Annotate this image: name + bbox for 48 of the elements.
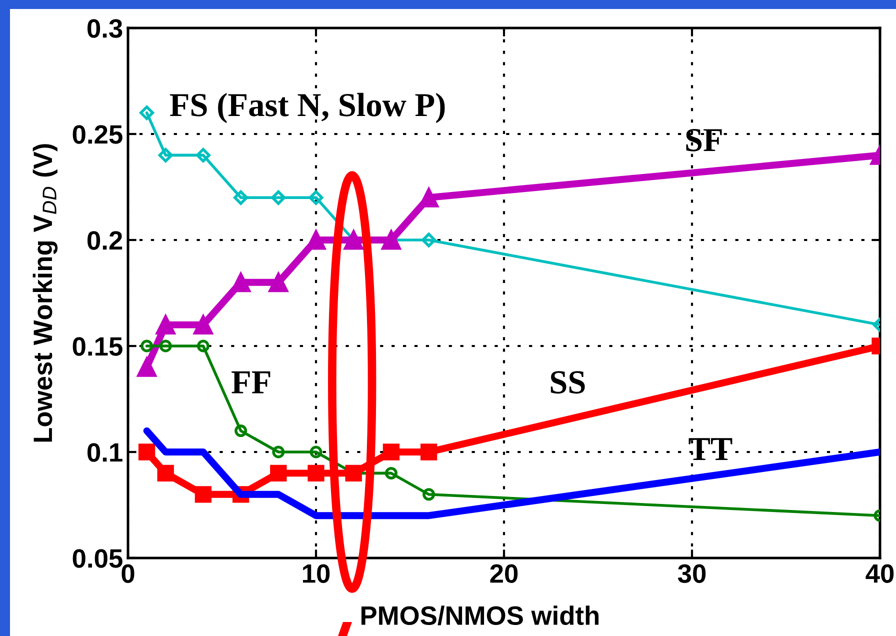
point	[157, 464, 174, 482]
point	[234, 424, 248, 438]
series-label: SF	[686, 128, 722, 152]
y-axis-title: Lowest Working V$_{DD}$ (V)	[32, 144, 58, 442]
point	[140, 106, 154, 120]
y-tick-label: 0.1	[88, 443, 122, 462]
point	[382, 444, 400, 460]
x-tick-label: 10	[302, 564, 330, 583]
series-label: FF	[232, 371, 270, 394]
point	[308, 190, 324, 205]
point	[231, 272, 251, 292]
point	[419, 188, 439, 208]
point	[158, 148, 173, 162]
y-tick-label: 0.3	[88, 19, 122, 38]
point	[159, 340, 172, 352]
y-tick-label: 0.05	[72, 549, 122, 568]
point	[422, 232, 436, 248]
point	[420, 444, 438, 460]
x-tick-label: 0	[122, 564, 134, 583]
point	[196, 340, 210, 352]
point	[422, 488, 436, 501]
point	[384, 466, 398, 480]
y-tick-label: 0.15	[72, 337, 122, 356]
series-label: SS	[550, 371, 585, 394]
point	[234, 190, 248, 205]
series-label: FS (Fast N, Slow P)	[170, 92, 445, 124]
x-tick-label: 30	[678, 564, 706, 583]
point	[194, 486, 212, 503]
point	[345, 464, 362, 482]
point	[193, 315, 213, 335]
y-tick-label: 0.2	[88, 231, 122, 250]
point	[271, 190, 286, 205]
point	[306, 230, 326, 250]
y-tick-label: 0.25	[72, 125, 122, 144]
x-tick-label: 20	[490, 564, 518, 583]
point	[272, 446, 285, 458]
point	[268, 272, 288, 292]
x-axis-title: PMOS/NMOS width	[361, 606, 599, 626]
point	[310, 446, 322, 458]
point	[140, 340, 154, 352]
point	[138, 444, 156, 460]
point	[156, 315, 176, 335]
x-tick-label: 40	[866, 564, 894, 583]
point	[270, 464, 287, 482]
point	[308, 464, 324, 482]
point	[137, 357, 157, 377]
series-label: TT	[688, 438, 732, 460]
point	[196, 148, 210, 162]
